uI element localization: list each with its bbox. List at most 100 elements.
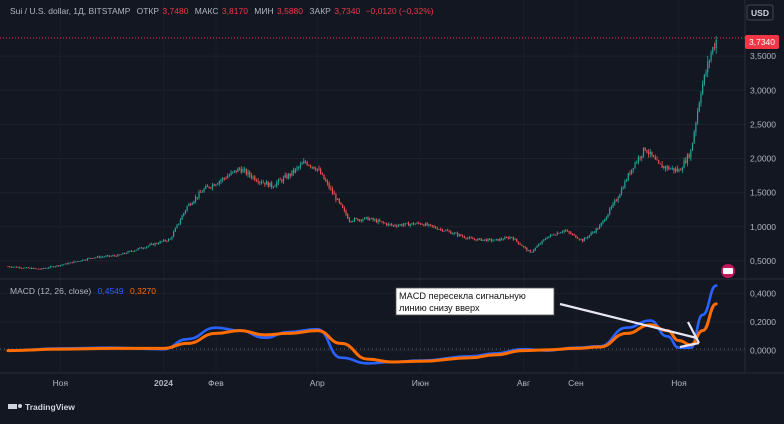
candle[interactable] (460, 233, 462, 237)
candle[interactable] (570, 231, 572, 235)
candle[interactable] (489, 238, 491, 241)
candle[interactable] (374, 218, 376, 222)
candle[interactable] (25, 267, 28, 269)
candle[interactable] (64, 263, 67, 265)
candle[interactable] (311, 166, 313, 170)
candle[interactable] (27, 267, 29, 269)
candle[interactable] (154, 242, 156, 247)
macd-legend[interactable]: MACD (12, 26, close) 0,4549 0,3270 (10, 286, 156, 296)
candle[interactable] (443, 230, 445, 233)
candle[interactable] (653, 154, 655, 158)
candle[interactable] (262, 180, 264, 184)
candle[interactable] (164, 239, 166, 242)
candle[interactable] (183, 212, 185, 217)
candle[interactable] (296, 165, 298, 172)
candle[interactable] (249, 170, 251, 178)
candle[interactable] (301, 161, 303, 165)
candle[interactable] (370, 217, 372, 220)
candle[interactable] (401, 223, 403, 227)
candle[interactable] (105, 254, 107, 258)
candle[interactable] (347, 213, 349, 219)
candle[interactable] (629, 170, 631, 176)
candle[interactable] (122, 252, 124, 255)
candle[interactable] (664, 165, 667, 172)
candle[interactable] (658, 159, 660, 165)
candle[interactable] (641, 155, 643, 162)
candle[interactable] (15, 266, 18, 268)
candle[interactable] (551, 234, 553, 236)
candle[interactable] (377, 218, 379, 225)
candle[interactable] (31, 267, 33, 270)
candle[interactable] (51, 265, 53, 268)
candle[interactable] (671, 165, 673, 171)
candle[interactable] (380, 221, 383, 223)
candle[interactable] (516, 238, 518, 243)
candle[interactable] (306, 160, 308, 166)
candle[interactable] (519, 242, 521, 245)
candle[interactable] (321, 172, 323, 176)
macd-axis[interactable]: 0,0000 0,2000 0,4000 (750, 288, 776, 355)
candle[interactable] (592, 231, 594, 235)
candle[interactable] (330, 185, 332, 191)
candle[interactable] (614, 198, 616, 206)
candle[interactable] (407, 221, 410, 226)
candle[interactable] (575, 234, 577, 239)
candle[interactable] (358, 219, 361, 222)
candle[interactable] (343, 206, 345, 213)
candle[interactable] (609, 207, 611, 216)
candle[interactable] (210, 186, 212, 190)
candle[interactable] (230, 170, 232, 176)
candle[interactable] (580, 238, 582, 241)
candle[interactable] (308, 164, 310, 166)
candle[interactable] (578, 238, 580, 241)
candle[interactable] (637, 154, 640, 165)
candle[interactable] (63, 264, 65, 266)
candle[interactable] (299, 161, 301, 170)
candle[interactable] (522, 245, 525, 248)
candle[interactable] (76, 261, 78, 263)
candle[interactable] (605, 216, 607, 221)
candle[interactable] (391, 222, 393, 227)
candle[interactable] (590, 231, 592, 237)
candle[interactable] (228, 173, 231, 177)
tradingview-logo[interactable]: TradingView (8, 402, 75, 412)
candle[interactable] (708, 59, 711, 69)
candle[interactable] (555, 234, 557, 236)
candle[interactable] (647, 149, 650, 158)
candle[interactable] (411, 222, 413, 225)
candle[interactable] (715, 36, 717, 54)
candle[interactable] (61, 264, 63, 266)
candle[interactable] (607, 213, 609, 219)
candle[interactable] (112, 254, 114, 257)
candle[interactable] (470, 236, 472, 239)
candle[interactable] (247, 169, 249, 178)
currency-badge[interactable]: USD (746, 4, 774, 21)
candle[interactable] (538, 243, 540, 247)
candle[interactable] (320, 167, 322, 175)
candle[interactable] (462, 234, 464, 238)
candle[interactable] (195, 194, 197, 204)
candle[interactable] (490, 238, 492, 243)
candle[interactable] (294, 167, 296, 174)
candle[interactable] (340, 202, 342, 206)
candle[interactable] (223, 177, 225, 181)
candle[interactable] (272, 185, 274, 189)
candle[interactable] (39, 268, 41, 270)
candle[interactable] (526, 247, 528, 252)
candle[interactable] (549, 233, 552, 238)
candle[interactable] (685, 156, 687, 165)
candle[interactable] (107, 254, 109, 257)
candle[interactable] (149, 243, 151, 247)
candle[interactable] (396, 224, 398, 229)
candle[interactable] (323, 174, 325, 180)
candle[interactable] (129, 250, 131, 252)
candle[interactable] (120, 253, 122, 256)
candle[interactable] (360, 219, 362, 223)
candle[interactable] (675, 166, 677, 174)
candle[interactable] (690, 148, 692, 161)
candle[interactable] (293, 167, 295, 176)
candle[interactable] (298, 166, 300, 171)
candle[interactable] (200, 189, 202, 193)
candle[interactable] (710, 50, 712, 63)
candle[interactable] (659, 163, 661, 165)
